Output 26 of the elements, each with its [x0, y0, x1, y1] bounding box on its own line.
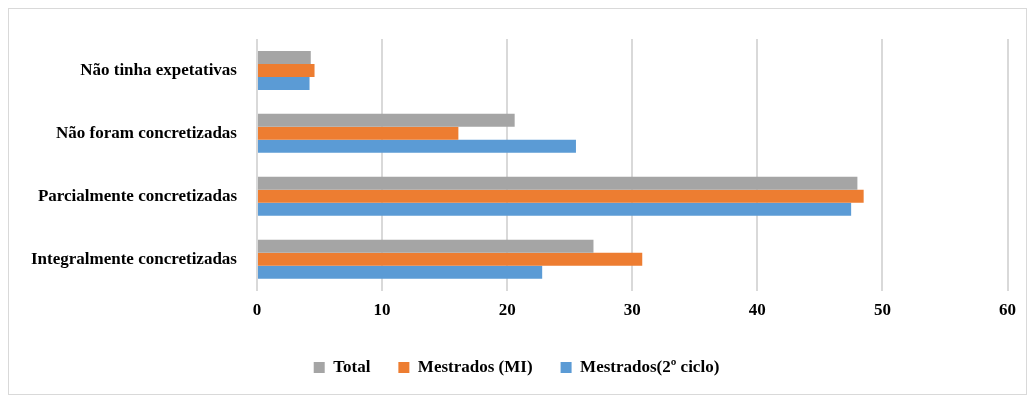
bar	[257, 50, 311, 64]
bar	[257, 189, 864, 203]
y-tick-label: Não tinha expetativas	[80, 59, 238, 79]
bar	[257, 239, 594, 253]
bar	[257, 202, 852, 216]
x-tick-label: 50	[873, 300, 891, 320]
bar	[257, 76, 310, 90]
y-tick-label: Não foram concretizadas	[56, 122, 238, 142]
bar	[257, 176, 858, 190]
bar	[257, 139, 576, 153]
x-tick-label: 20	[498, 300, 516, 320]
x-tick-label: 60	[999, 300, 1016, 320]
legend-label: Mestrados(2º ciclo)	[580, 356, 720, 376]
bar	[257, 265, 543, 279]
x-tick-label: 40	[748, 300, 766, 320]
legend-label: Mestrados (MI)	[417, 356, 533, 376]
bar	[257, 252, 643, 266]
legend-label: Total	[333, 356, 371, 376]
y-tick-label: Integralmente concretizadas	[30, 248, 238, 268]
x-tick-label: 30	[623, 300, 641, 320]
bar	[257, 113, 515, 127]
bar	[257, 126, 459, 140]
x-tick-label: 10	[373, 300, 391, 320]
x-tick-label: 0	[252, 300, 262, 320]
y-tick-label: Parcialmente concretizadas	[37, 185, 238, 205]
bar	[257, 63, 315, 77]
